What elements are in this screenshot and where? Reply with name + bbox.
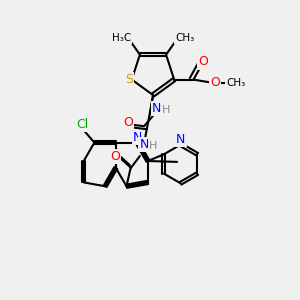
Text: N: N: [140, 138, 149, 151]
Text: O: O: [198, 55, 208, 68]
Text: N: N: [176, 133, 186, 146]
Text: O: O: [123, 116, 133, 129]
Text: CH₃: CH₃: [226, 78, 246, 88]
Text: S: S: [125, 73, 133, 86]
Text: O: O: [210, 76, 220, 89]
Text: H: H: [162, 105, 170, 115]
Text: N: N: [133, 131, 142, 144]
Text: CH₃: CH₃: [175, 33, 194, 43]
Text: O: O: [110, 150, 120, 163]
Text: N: N: [152, 102, 161, 115]
Text: H: H: [149, 140, 158, 151]
Text: H₃C: H₃C: [112, 33, 131, 43]
Text: Cl: Cl: [76, 118, 89, 130]
